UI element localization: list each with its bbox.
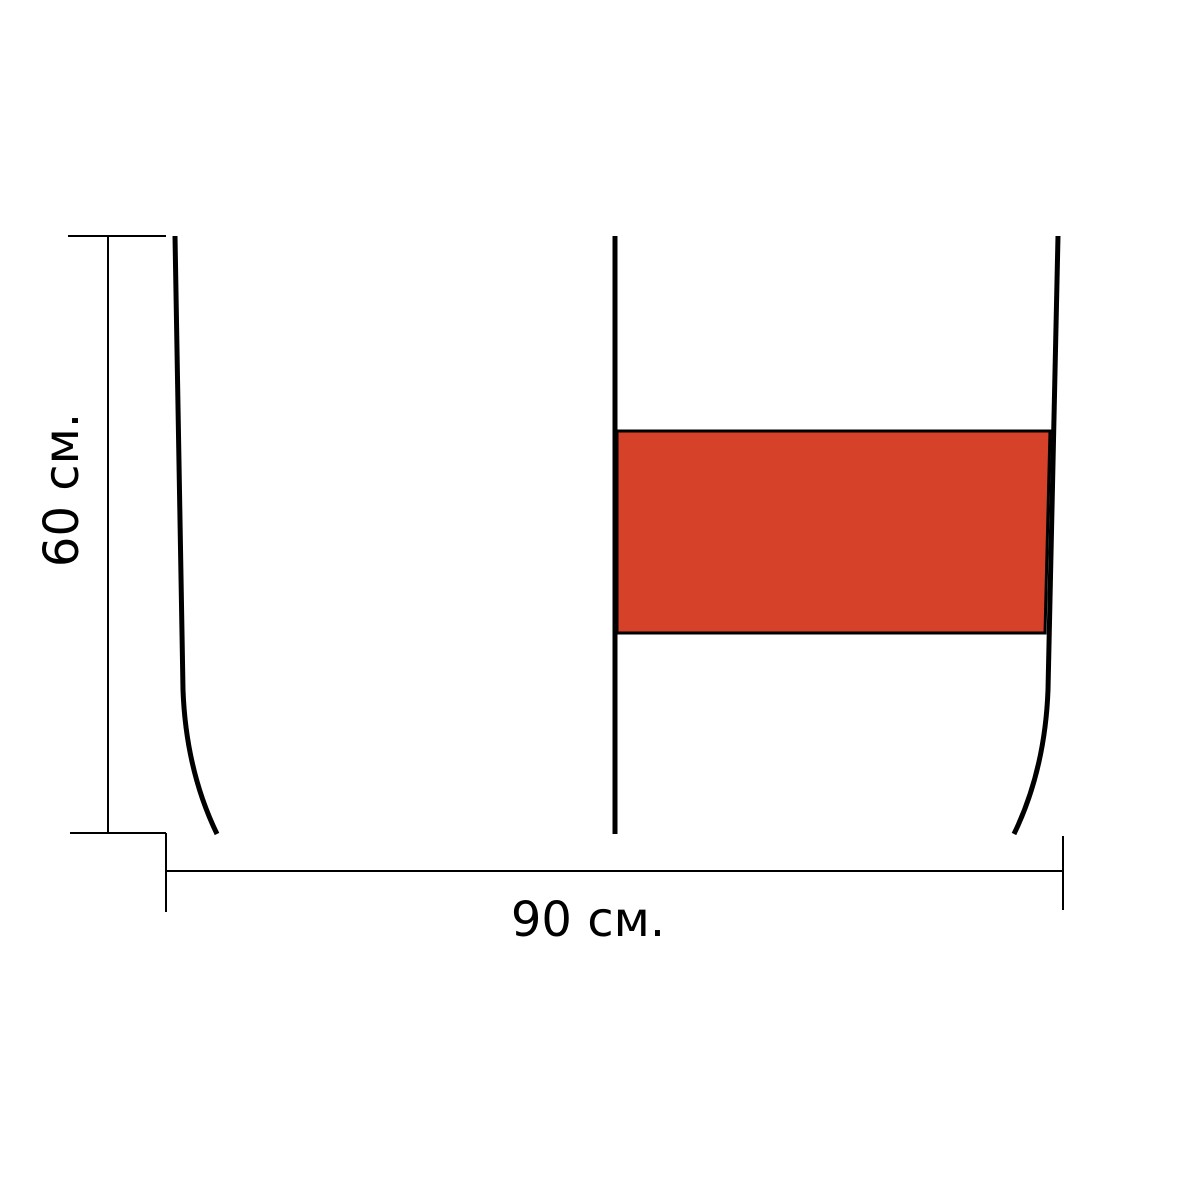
height-label: 60 см. <box>34 413 90 567</box>
right-outline <box>1011 235 1061 836</box>
left-outline <box>172 235 220 836</box>
width-label: 90 см. <box>511 892 665 948</box>
red-panel <box>615 429 1052 635</box>
